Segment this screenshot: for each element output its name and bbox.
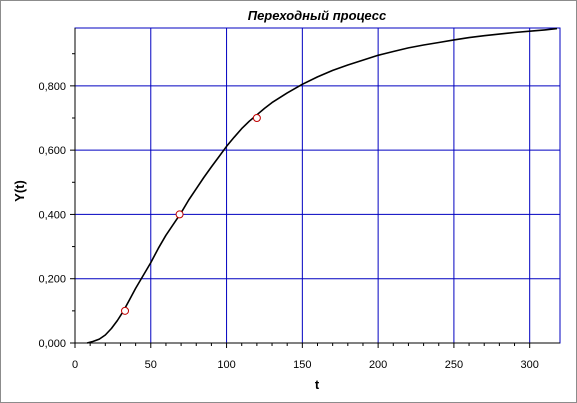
- x-tick-label: 300: [521, 359, 539, 371]
- x-tick-label: 50: [145, 359, 157, 371]
- data-point-marker: [175, 210, 184, 219]
- x-tick-label: 100: [217, 359, 235, 371]
- data-point-marker: [252, 114, 261, 122]
- x-axis-label: t: [315, 377, 320, 392]
- grid: [74, 27, 561, 344]
- x-tick-label: 0: [72, 359, 78, 371]
- x-tick-label: 250: [445, 359, 463, 371]
- series-line: [86, 27, 558, 344]
- data-point-marker: [121, 306, 130, 315]
- markers: [121, 114, 261, 315]
- y-tick-label: 0,200: [38, 274, 66, 286]
- x-tick-label: 200: [369, 359, 387, 371]
- y-tick-label: 0,400: [38, 209, 66, 221]
- series: [86, 27, 558, 344]
- ticks: 0 50 100 150 200 250 300 0,000 0,200 0,400 0,600 0,…: [38, 28, 560, 371]
- x-tick-label: 150: [293, 359, 311, 371]
- y-tick-label: 0,000: [38, 338, 66, 350]
- y-axis-label: Y(t): [12, 180, 27, 202]
- plot-border: [74, 27, 561, 344]
- y-tick-label: 0,600: [38, 145, 66, 157]
- y-tick-label: 0,800: [38, 81, 66, 93]
- chart-title: Переходный процесс: [248, 8, 387, 23]
